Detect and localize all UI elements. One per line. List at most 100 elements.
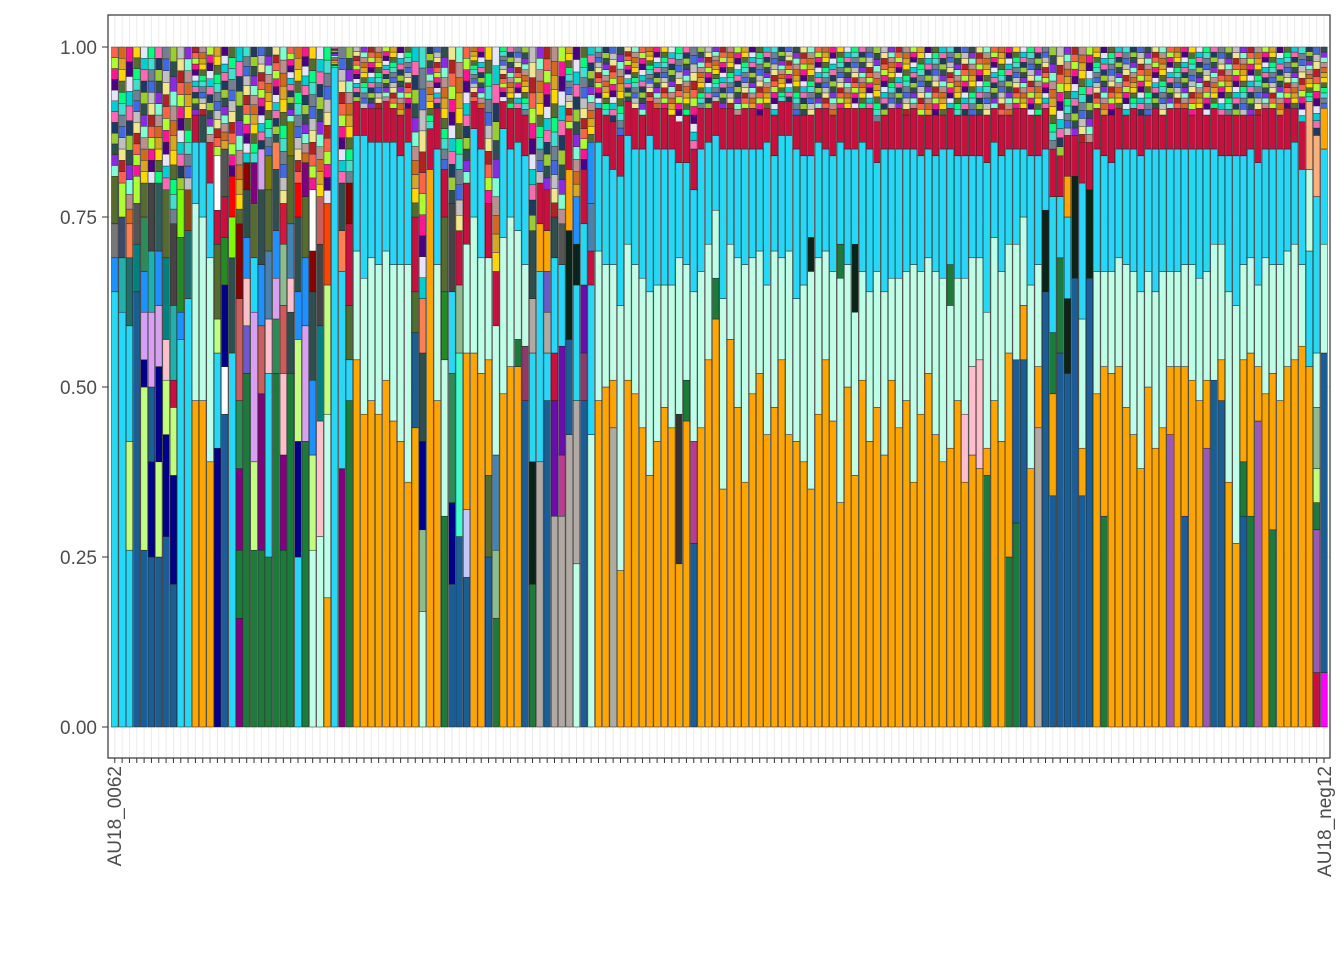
bar-segment (1064, 127, 1072, 136)
bar-segment (822, 107, 830, 150)
bar-segment (572, 196, 581, 245)
bar-segment (997, 271, 1006, 442)
bar-segment (932, 97, 940, 104)
bar-segment (272, 277, 280, 320)
bar-segment (543, 70, 551, 83)
bar-segment (851, 72, 859, 78)
bar-segment (624, 96, 632, 102)
bar-segment (1005, 114, 1013, 150)
bar-segment (888, 57, 896, 63)
bar-segment (998, 97, 1006, 104)
bar-segment (1107, 52, 1115, 59)
bar-segment (250, 203, 258, 259)
bar-segment (301, 114, 309, 125)
bar-segment (844, 386, 852, 728)
bar-segment (917, 86, 925, 93)
bar-segment (213, 352, 221, 449)
bar-segment (748, 82, 756, 88)
bar-segment (1144, 86, 1152, 93)
bar-segment (184, 298, 192, 728)
bar-segment (118, 58, 126, 70)
bar-segment (888, 97, 896, 104)
bar-segment (1056, 128, 1064, 138)
bar-segment (580, 97, 588, 109)
bar-segment (455, 536, 463, 728)
bar-segment (829, 109, 837, 116)
bar-segment (485, 46, 493, 61)
bar-segment (507, 77, 515, 83)
bar-segment (976, 114, 984, 157)
bar-segment (206, 110, 214, 119)
bar-segment (1071, 90, 1079, 99)
bar-segment (697, 72, 705, 78)
bar-segment (572, 146, 580, 160)
bar-segment (1027, 69, 1035, 76)
bar-segment (272, 94, 280, 103)
bar-segment (968, 155, 976, 259)
bar-segment (235, 164, 243, 180)
bar-segment (844, 57, 852, 63)
bar-segment (668, 109, 676, 116)
bar-segment (880, 58, 888, 65)
bar-stack (301, 46, 309, 728)
bar-segment (778, 55, 786, 61)
bar-segment (191, 103, 199, 110)
bar-segment (543, 118, 551, 131)
bar-segment (316, 146, 324, 160)
bar-segment (580, 128, 588, 140)
bar-segment (1115, 57, 1123, 63)
bar-segment (1261, 57, 1269, 63)
bar-segment (734, 46, 742, 53)
bar-segment (265, 250, 273, 320)
bar-segment (1247, 352, 1255, 517)
bar-stack (734, 46, 742, 728)
bar-segment (748, 92, 756, 99)
bar-segment (1049, 495, 1057, 728)
bar-segment (1012, 359, 1020, 524)
bar-segment (441, 291, 449, 361)
bar-segment (1210, 77, 1218, 83)
bar-segment (1173, 72, 1181, 78)
bar-segment (243, 143, 251, 154)
bar-segment (653, 82, 661, 88)
bar-segment (616, 105, 624, 114)
bar-segment (529, 169, 537, 185)
bar-segment (1159, 97, 1167, 104)
bar-segment (778, 73, 786, 79)
bar-segment (844, 77, 852, 83)
bar-segment (419, 277, 427, 299)
bar-segment (499, 393, 507, 728)
bar-segment (1137, 468, 1145, 728)
bar-segment (558, 46, 566, 62)
bar-segment (902, 86, 910, 93)
bar-segment (536, 160, 544, 172)
bar-segment (807, 271, 815, 490)
bar-stack (279, 46, 287, 728)
bar-segment (1071, 68, 1079, 77)
bar-segment (902, 69, 910, 76)
bar-segment (697, 82, 705, 88)
bar-segment (1210, 92, 1218, 99)
bar-segment (265, 73, 273, 84)
bar-segment (331, 67, 339, 728)
bar-segment (690, 441, 698, 544)
bar-segment (309, 165, 317, 179)
bar-segment (1195, 51, 1203, 58)
bar-segment (338, 230, 346, 272)
bar-segment (455, 284, 463, 354)
bar-segment (1298, 84, 1306, 91)
bar-segment (638, 114, 646, 150)
bar-segment (1269, 107, 1277, 150)
bar-segment (1042, 77, 1050, 83)
bar-segment (1042, 46, 1050, 53)
bar-segment (1064, 61, 1072, 70)
bar-segment (939, 103, 947, 110)
bar-segment (851, 82, 859, 88)
bar-segment (1027, 80, 1035, 87)
bar-segment (910, 148, 918, 265)
bar-segment (155, 92, 163, 104)
bar-segment (140, 92, 148, 104)
bar-segment (1210, 67, 1218, 73)
bar-segment (389, 102, 397, 109)
bar-segment (1239, 92, 1247, 99)
